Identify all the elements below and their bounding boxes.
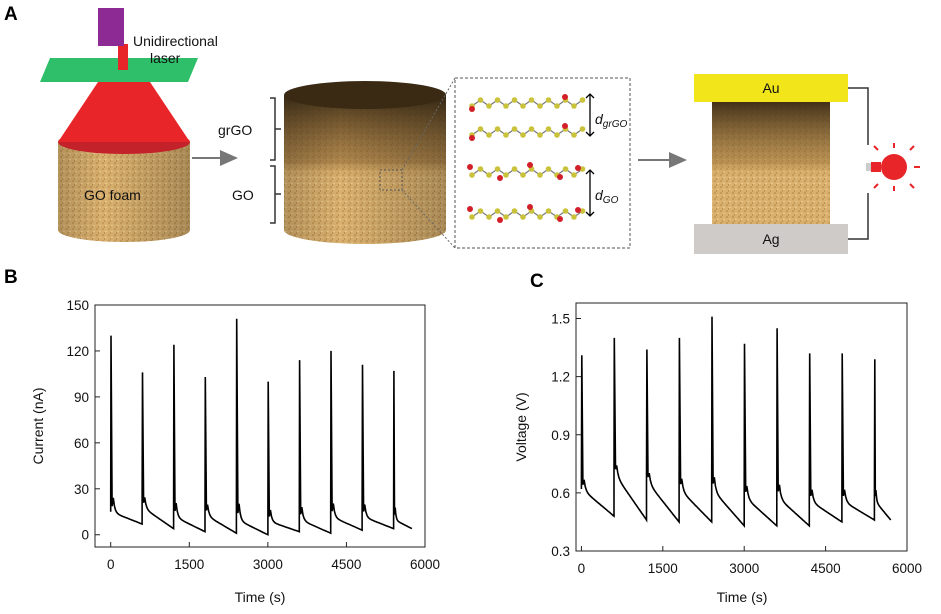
schematic: Unidirectional laser GO foam grGO GO dgr…	[40, 8, 920, 254]
chart-b-ylabel: Current (nA)	[30, 387, 46, 464]
chart-c-ylabel: Voltage (V)	[513, 392, 529, 461]
laser-label-2: laser	[150, 50, 181, 66]
ag-electrode	[694, 224, 848, 254]
au-label: Au	[762, 80, 779, 96]
y-tick-label: 1.2	[551, 370, 570, 385]
panel-label-a: A	[4, 4, 18, 25]
x-tick-label: 1500	[648, 561, 678, 576]
x-tick-label: 0	[578, 561, 586, 576]
x-tick-label: 1500	[174, 557, 204, 572]
zoom-line-bottom	[401, 189, 456, 249]
x-tick-label: 4500	[811, 561, 841, 576]
light-bulb-icon	[866, 143, 920, 191]
au-electrode	[694, 74, 848, 102]
d-grgo-arrow	[585, 93, 595, 137]
grgo-cylinder	[284, 81, 446, 244]
graphene-sheet	[469, 123, 586, 141]
circuit-wire	[848, 87, 869, 240]
laser-head	[98, 8, 124, 46]
y-tick-label: 120	[66, 344, 89, 359]
y-tick-label: 90	[74, 390, 89, 405]
chart-b-xlabel: Time (s)	[235, 589, 286, 605]
go-foam-cylinder	[58, 130, 190, 242]
chart-b-frame	[94, 304, 426, 548]
y-tick-label: 0.6	[551, 486, 570, 501]
y-tick-label: 0.3	[551, 544, 570, 559]
x-tick-label: 6000	[410, 557, 440, 572]
graphene-sheet	[469, 94, 586, 112]
d-go-label: dGO	[595, 187, 619, 206]
d-go-arrow	[585, 169, 595, 217]
x-tick-label: 4500	[331, 557, 361, 572]
y-tick-label: 1.5	[551, 312, 570, 327]
chart-c: 0 1500 3000 4500 6000 0.3 0.6 0.9 1.2 1.5 Time (s…	[513, 302, 922, 605]
x-tick-label: 0	[107, 557, 115, 572]
panel-label-b: B	[4, 267, 18, 288]
y-tick-label: 60	[74, 436, 89, 451]
chart-b-series-current	[109, 318, 413, 536]
x-tick-label: 6000	[892, 561, 922, 576]
y-tick-label: 150	[66, 298, 89, 313]
chart-c-series-voltage	[580, 316, 892, 528]
panel-label-c: C	[530, 271, 544, 292]
x-tick-label: 3000	[729, 561, 759, 576]
layer-inset: dgrGO dGO	[454, 77, 631, 249]
laser-label-1: Unidirectional	[133, 33, 218, 49]
grgo-label: grGO	[218, 122, 252, 138]
go-bracket	[270, 165, 281, 224]
x-tick-label: 3000	[253, 557, 283, 572]
laser-beam-cone	[58, 70, 190, 142]
grgo-bracket	[270, 97, 281, 161]
y-tick-label: 30	[74, 482, 89, 497]
graphene-sheet	[467, 204, 586, 223]
go-label: GO	[232, 187, 254, 203]
d-grgo-label: dgrGO	[595, 111, 627, 130]
y-tick-label: 0	[81, 528, 89, 543]
y-tick-label: 0.9	[551, 428, 570, 443]
foam-label: GO foam	[84, 187, 141, 203]
graphene-sheet	[467, 162, 586, 181]
laser-beam	[118, 44, 128, 70]
chart-c-frame	[575, 302, 908, 552]
ag-label: Ag	[762, 231, 779, 247]
chart-c-xlabel: Time (s)	[717, 589, 768, 605]
zoom-line-top	[401, 77, 456, 171]
zoom-box	[379, 169, 403, 191]
